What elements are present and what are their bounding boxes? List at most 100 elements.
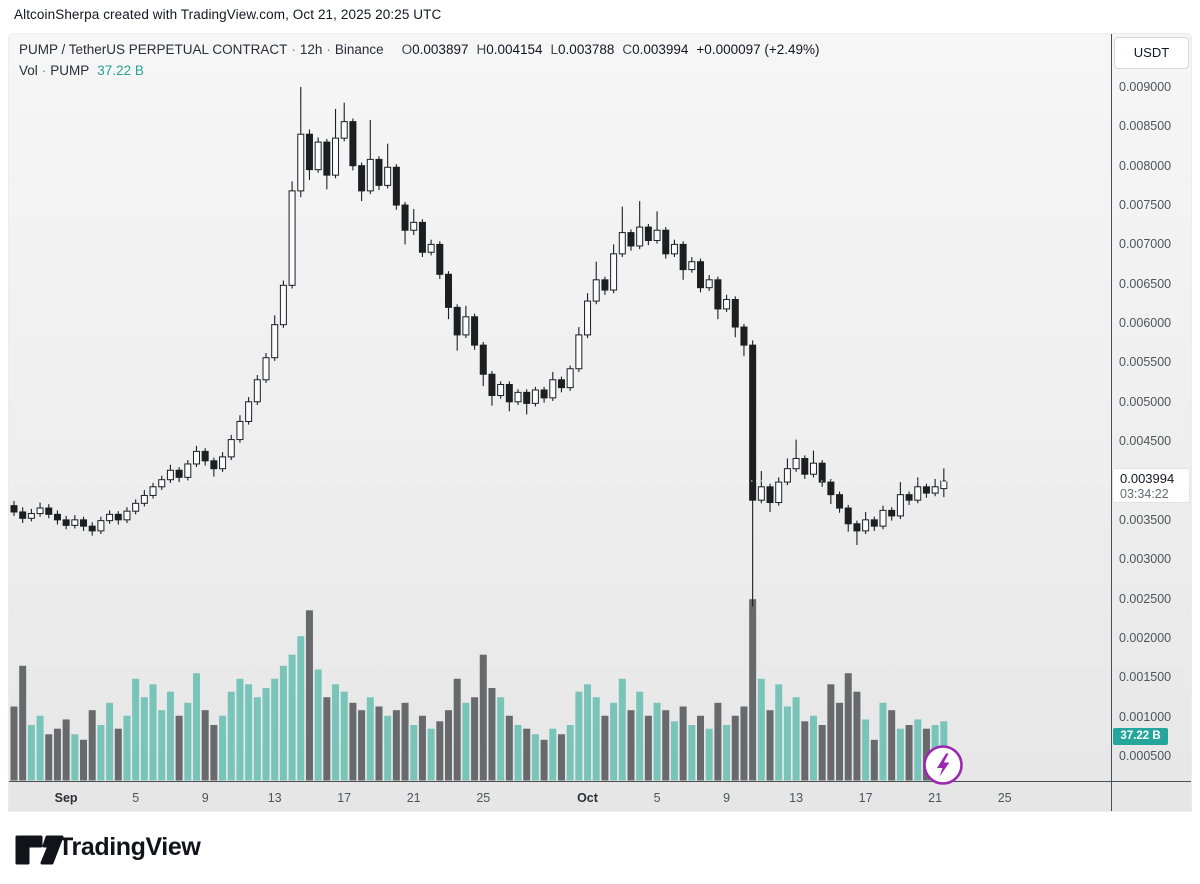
candle — [53, 510, 61, 525]
flash-icon[interactable] — [920, 742, 966, 788]
volume-bar — [201, 710, 209, 781]
candle — [88, 522, 96, 536]
candle-body — [766, 486, 774, 504]
candle — [436, 241, 444, 280]
volume-bar — [549, 728, 557, 781]
candle — [10, 500, 18, 516]
candle-body — [245, 401, 253, 422]
change-percent: (+2.49%) — [764, 42, 820, 57]
volume-bar — [870, 739, 878, 781]
volume-bar — [844, 673, 852, 781]
volume-bar — [349, 702, 357, 781]
candle-body — [818, 462, 826, 483]
candlestick-chart-canvas[interactable] — [9, 34, 1192, 812]
volume-bar — [853, 691, 861, 781]
candle-body — [10, 505, 18, 513]
volume-bar — [149, 684, 157, 781]
candle-body — [836, 494, 844, 509]
close-label: C — [622, 42, 633, 57]
chart-panel[interactable]: PUMP / TetherUS PERPETUAL CONTRACT · 12h · B… — [8, 33, 1192, 812]
volume-bar — [905, 725, 913, 781]
candle — [853, 520, 861, 546]
price-tick-label: 0.002000 — [1119, 630, 1172, 645]
price-tick-label: 0.003000 — [1119, 552, 1172, 567]
volume-bar — [488, 688, 496, 781]
candle — [453, 304, 461, 351]
candle-body — [314, 141, 322, 171]
chart-legend-row[interactable]: PUMP / TetherUS PERPETUAL CONTRACT · 12h · B… — [19, 42, 820, 57]
candle — [670, 239, 678, 257]
volume-bar — [245, 684, 253, 781]
candle — [366, 120, 374, 195]
last-price-value: 0.003994 — [1120, 471, 1175, 486]
volume-bar — [418, 715, 426, 781]
candle-body — [279, 284, 287, 326]
volume-indicator-label[interactable]: Vol — [19, 63, 38, 78]
candle-body — [792, 457, 800, 470]
close-value: 0.003994 — [632, 42, 689, 57]
price-tick-label: 0.005500 — [1119, 355, 1172, 370]
candle — [97, 516, 105, 535]
price-tick-label: 0.003500 — [1119, 512, 1172, 527]
interval-label[interactable]: 12h — [299, 42, 323, 57]
candle-body — [219, 456, 227, 470]
time-tick-label: 5 — [132, 791, 140, 805]
volume-bar — [175, 715, 183, 781]
volume-bar — [366, 697, 374, 781]
price-tick-label: 0.008000 — [1119, 158, 1172, 173]
candle — [114, 511, 122, 525]
tradingview-logo-icon — [15, 835, 64, 865]
candle-body — [714, 279, 722, 310]
volume-bar — [610, 702, 618, 781]
candle-body — [679, 243, 687, 271]
volume-bar — [592, 697, 600, 781]
time-tick-label: 13 — [267, 791, 282, 805]
candle — [818, 460, 826, 487]
volume-axis-badge: 37.22 B — [1113, 728, 1168, 745]
candle-body — [888, 509, 896, 517]
tradingview-logo[interactable]: TradingView — [14, 830, 274, 866]
price-tick-label: 0.006000 — [1119, 316, 1172, 331]
candle — [757, 471, 765, 504]
candle-body — [253, 379, 261, 403]
candle-body — [175, 469, 183, 478]
time-tick-label: 21 — [406, 791, 421, 805]
candle-body — [80, 519, 88, 527]
candle-body — [288, 190, 296, 286]
candle-body — [392, 166, 400, 206]
candle-body — [488, 373, 496, 396]
candle-body — [97, 520, 105, 532]
candle-body — [418, 221, 426, 253]
volume-bar — [479, 654, 487, 781]
candle — [688, 256, 696, 273]
candle-body — [566, 368, 574, 389]
volume-bar — [106, 702, 114, 781]
volume-bar — [410, 725, 418, 781]
currency-unit-button[interactable]: USDT — [1114, 37, 1189, 69]
candle-body — [809, 462, 817, 475]
volume-bar — [314, 669, 322, 781]
symbol-title[interactable]: PUMP / TetherUS PERPETUAL CONTRACT — [19, 42, 288, 57]
volume-bar — [253, 697, 261, 781]
candle — [610, 244, 618, 294]
candle-body — [497, 383, 505, 397]
candle — [227, 434, 235, 461]
volume-indicator-row[interactable]: Vol · PUMP 37.22 B — [19, 63, 144, 78]
candle-body — [627, 232, 635, 247]
candle — [314, 137, 322, 173]
volume-bar — [88, 710, 96, 781]
volume-bar — [140, 697, 148, 781]
candle — [166, 464, 174, 483]
candle — [662, 227, 670, 259]
candle — [201, 448, 209, 466]
candle — [723, 294, 731, 313]
candle — [627, 229, 635, 251]
volume-indicator-symbol: PUMP — [50, 63, 90, 78]
candle-body — [132, 502, 140, 512]
legend-separator: · — [326, 42, 331, 57]
candle-body — [775, 481, 783, 504]
volume-bar — [688, 725, 696, 781]
volume-bar — [557, 734, 565, 781]
volume-bar — [262, 688, 270, 781]
candle-body — [340, 121, 348, 139]
